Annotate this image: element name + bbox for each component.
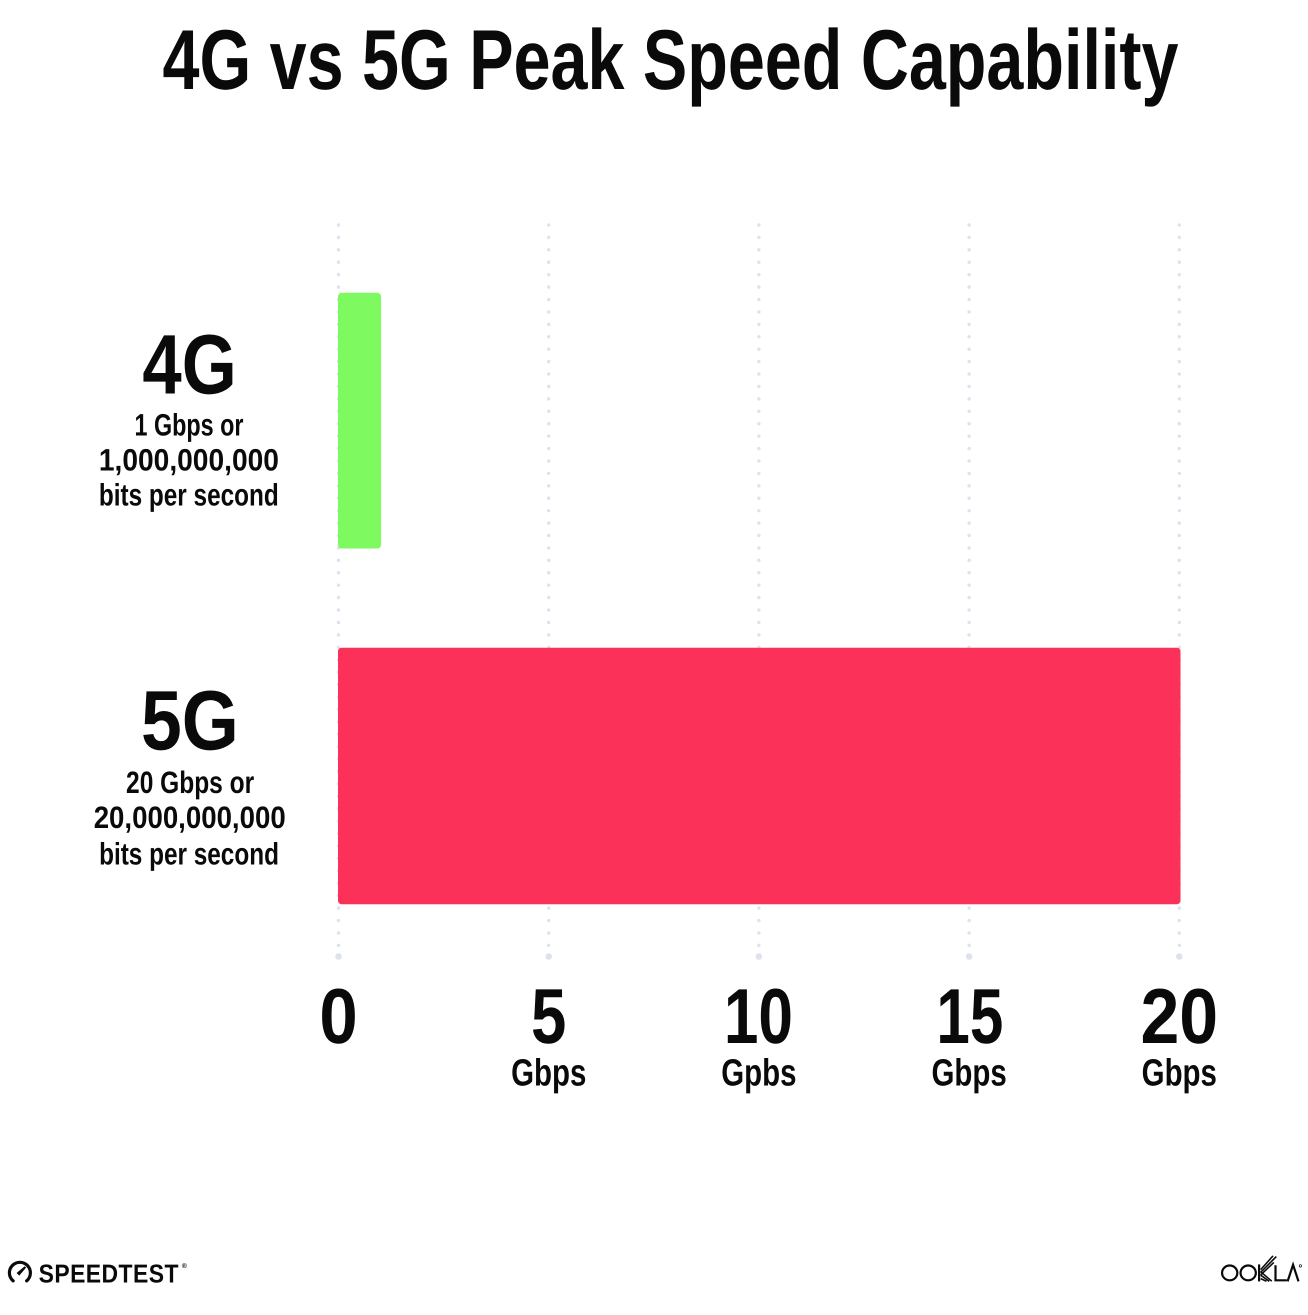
svg-text:15: 15 bbox=[936, 972, 1003, 1060]
svg-text:Gpbs: Gpbs bbox=[721, 1053, 796, 1095]
svg-text:Gbps: Gbps bbox=[511, 1053, 586, 1095]
svg-text:®: ® bbox=[182, 1263, 188, 1270]
svg-text:1 Gbps or: 1 Gbps or bbox=[135, 408, 244, 443]
svg-text:0: 0 bbox=[319, 972, 357, 1060]
svg-text:bits per second: bits per second bbox=[99, 477, 279, 512]
svg-text:bits per second: bits per second bbox=[99, 836, 279, 871]
svg-text:5G: 5G bbox=[141, 674, 239, 768]
svg-text:4G vs 5G Peak Speed Capability: 4G vs 5G Peak Speed Capability bbox=[163, 13, 1179, 108]
svg-text:4G: 4G bbox=[142, 318, 236, 412]
svg-text:10: 10 bbox=[724, 972, 793, 1060]
svg-text:20 Gbps or: 20 Gbps or bbox=[126, 765, 254, 800]
svg-text:Gbps: Gbps bbox=[931, 1053, 1006, 1095]
svg-text:1,000,000,000: 1,000,000,000 bbox=[99, 442, 279, 477]
svg-text:5: 5 bbox=[531, 972, 566, 1060]
svg-text:20,000,000,000: 20,000,000,000 bbox=[94, 800, 286, 835]
svg-text:20: 20 bbox=[1140, 972, 1218, 1060]
svg-text:SPEEDTEST: SPEEDTEST bbox=[39, 1259, 179, 1289]
svg-text:Gbps: Gbps bbox=[1142, 1053, 1217, 1095]
